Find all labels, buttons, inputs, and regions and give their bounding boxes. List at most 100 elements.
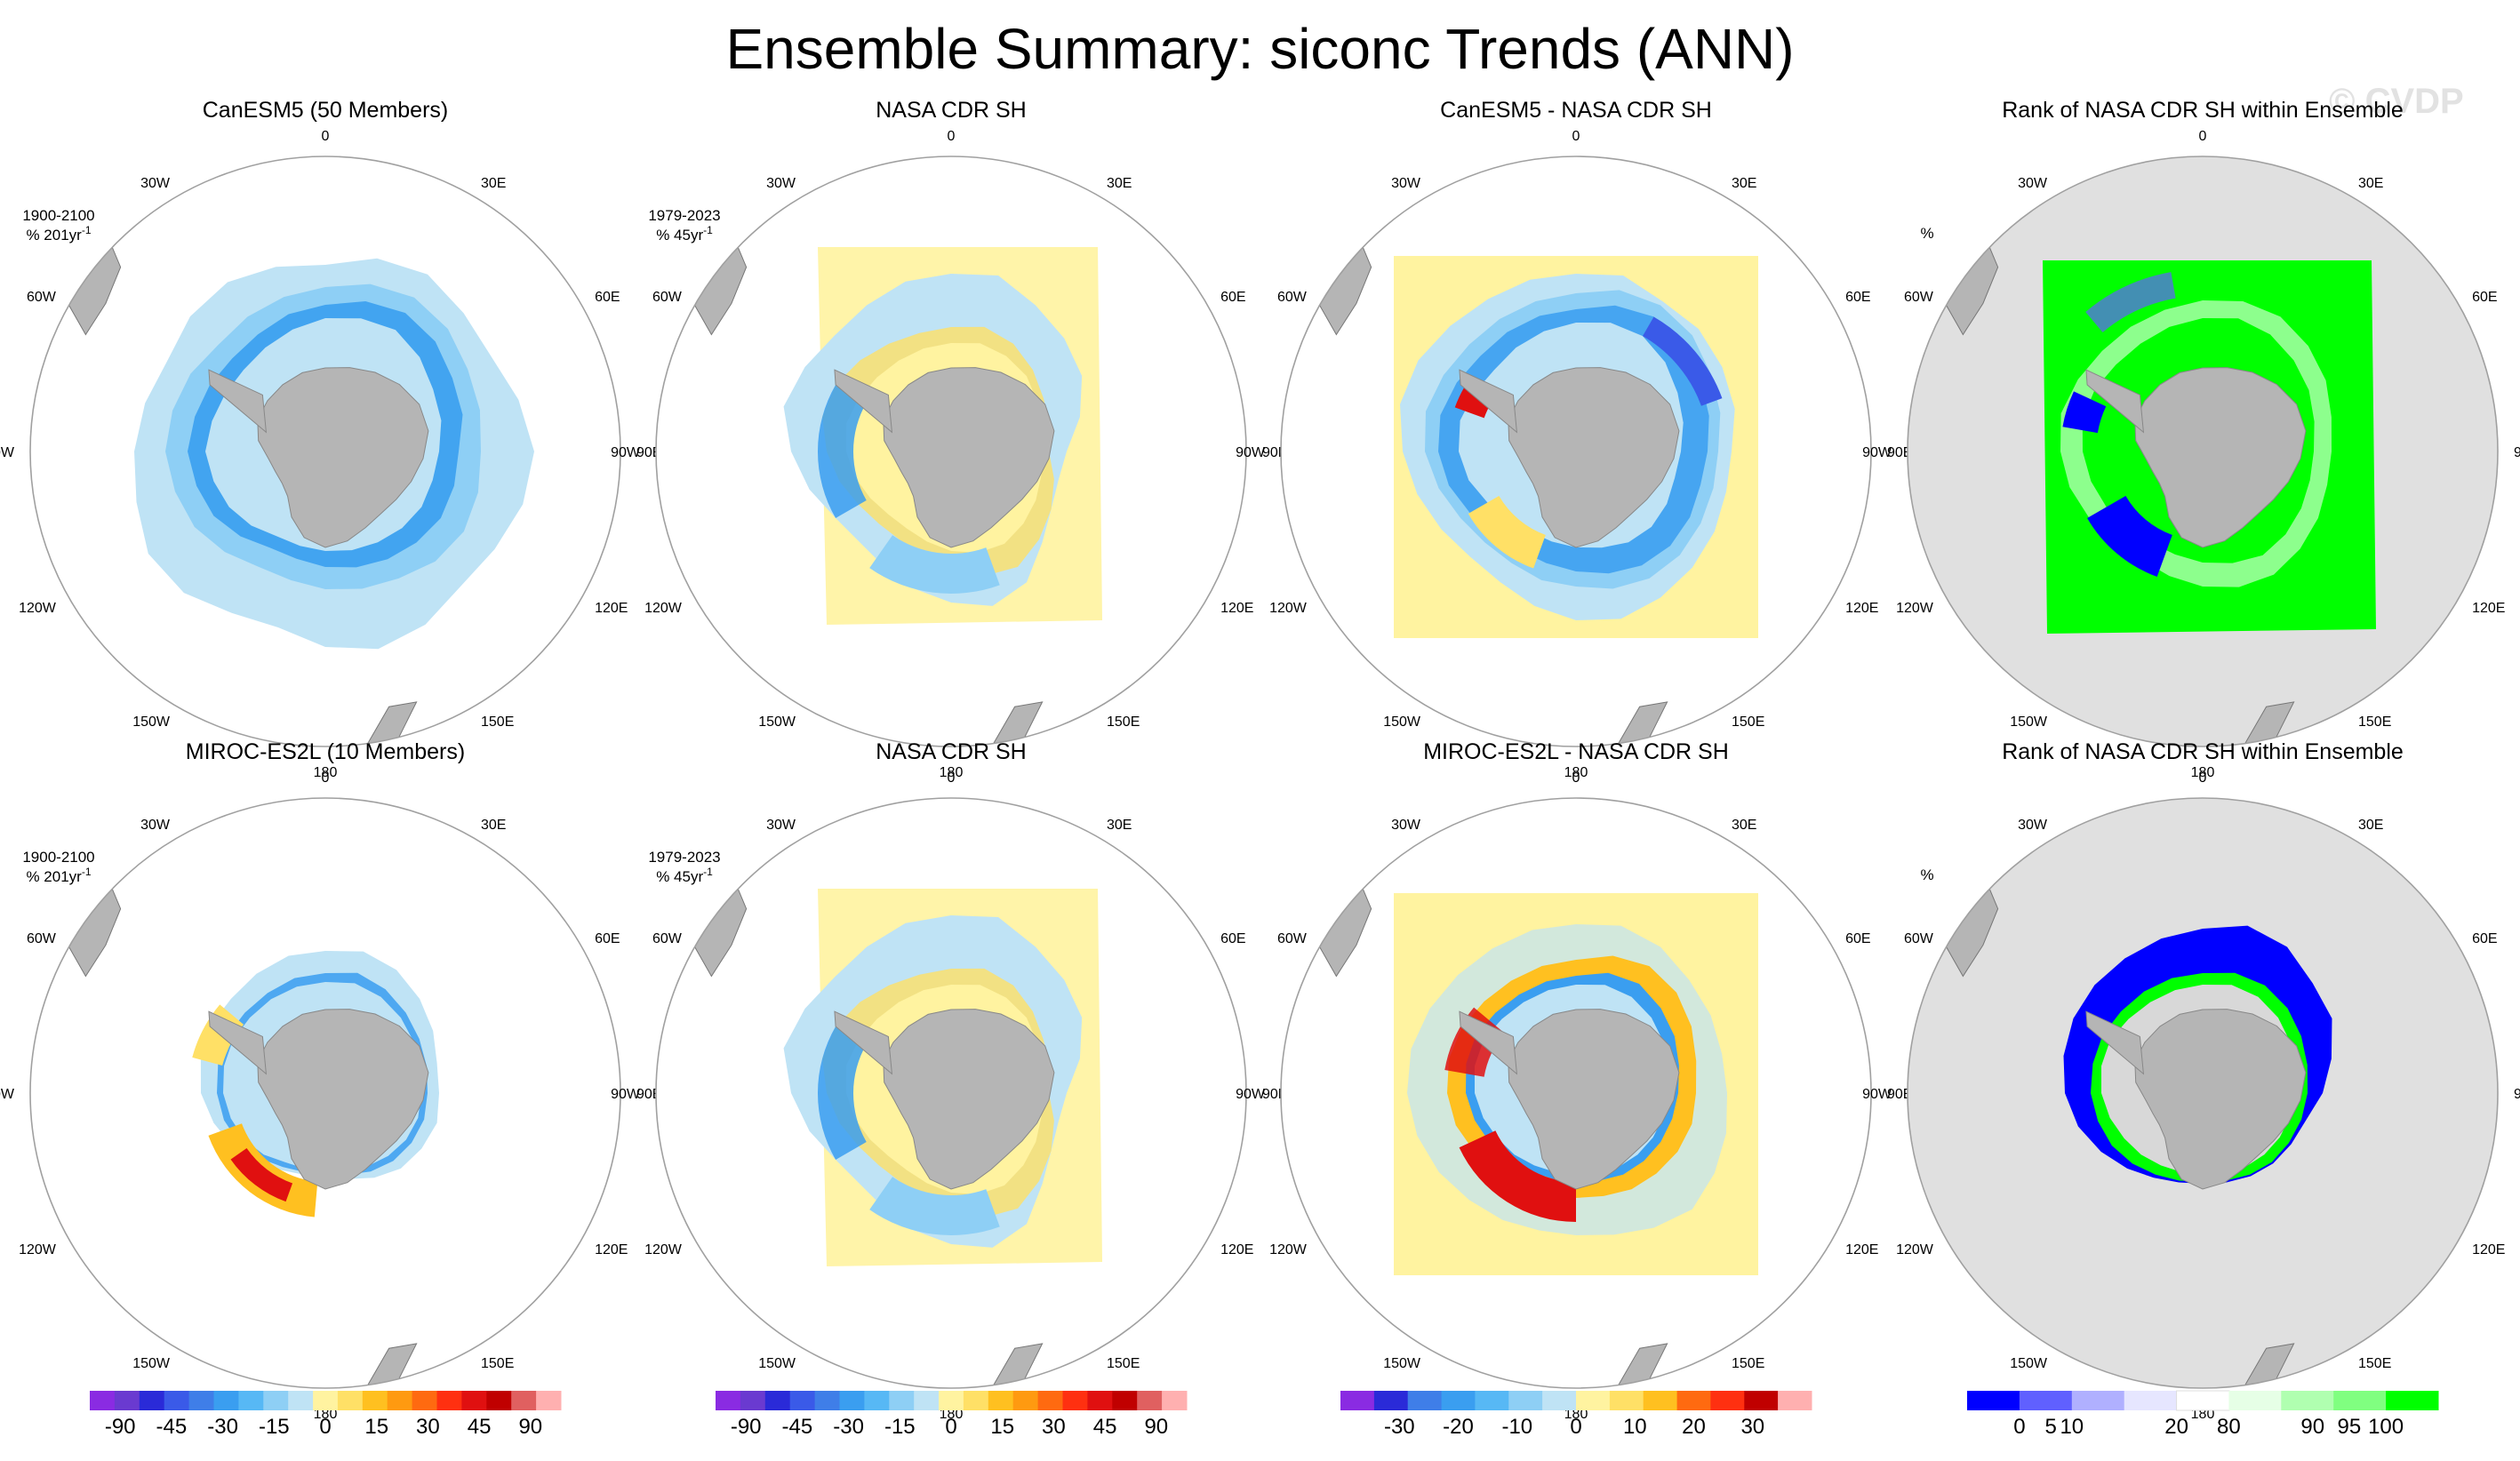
- field-layer: [1944, 885, 2332, 1388]
- map-panel-r2-c1: 030E60E90E120E150E180150W120W90W60W30WMI…: [0, 739, 661, 1422]
- colorbar-label: 30: [1042, 1415, 1066, 1439]
- units-superscript: -1: [82, 224, 92, 236]
- colorbar-label: -45: [782, 1415, 813, 1439]
- lon-label-180: 180: [940, 765, 964, 780]
- lon-label-90E: 90E: [1887, 1087, 1912, 1102]
- lon-label-150W: 150W: [132, 1356, 171, 1371]
- colorbar-swatch: [2386, 1391, 2439, 1410]
- colorbar-swatch: [164, 1391, 190, 1410]
- colorbar-swatch: [1967, 1391, 2020, 1410]
- colorbar-swatch: [1508, 1391, 1543, 1410]
- colorbar-swatch: [114, 1391, 140, 1410]
- lon-label-180: 180: [1564, 765, 1588, 780]
- cvdp-watermark: © CVDP: [2329, 82, 2464, 121]
- colorbar-label: 0: [319, 1415, 331, 1439]
- colorbar-label: -15: [884, 1415, 916, 1439]
- colorbar-swatch: [263, 1391, 289, 1410]
- units-text: % 201yr: [26, 868, 82, 885]
- colorbar-swatch: [864, 1391, 890, 1410]
- antarctic-peninsula: [1459, 369, 1518, 434]
- colorbar-swatch: [2176, 1390, 2230, 1411]
- figure-title: Ensemble Summary: siconc Trends (ANN): [725, 17, 1795, 81]
- lon-label-120W: 120W: [644, 601, 683, 616]
- lon-label-120W: 120W: [1269, 601, 1308, 616]
- antarctic-peninsula: [208, 369, 268, 434]
- antarctic-peninsula: [2085, 1010, 2145, 1075]
- lon-label-150E: 150E: [2358, 1356, 2391, 1371]
- lon-label-120E: 120E: [1220, 1242, 1253, 1257]
- colorbar-swatch: [1137, 1391, 1163, 1410]
- units-superscript: -1: [82, 866, 92, 878]
- lon-label-150W: 150W: [2010, 715, 2048, 730]
- colorbar-swatch: [1676, 1391, 1711, 1410]
- lon-label-30E: 30E: [1732, 176, 1756, 191]
- colorbar-swatch: [2228, 1391, 2282, 1410]
- colorbar-swatch: [213, 1391, 239, 1410]
- lon-label-60W: 60W: [652, 290, 683, 305]
- map-boundary-circle: [655, 156, 1247, 747]
- colorbar-swatch: [963, 1391, 989, 1410]
- colorbar-swatch: [1609, 1391, 1644, 1410]
- lon-label-120W: 120W: [1896, 1242, 1934, 1257]
- colorbar-label: 0: [945, 1415, 956, 1439]
- lon-label-0: 0: [322, 770, 330, 786]
- colorbar-swatch: [1062, 1391, 1088, 1410]
- lon-label-30E: 30E: [481, 818, 506, 833]
- colorbar-swatch: [1576, 1391, 1611, 1410]
- colorbar-swatch: [2124, 1391, 2178, 1410]
- colorbar-label: -90: [731, 1415, 762, 1439]
- lon-label-60E: 60E: [1220, 931, 1245, 946]
- colorbar-swatch: [764, 1391, 791, 1410]
- units-label: % 201yr-1: [26, 224, 91, 244]
- colorbar-label: 30: [1740, 1415, 1764, 1439]
- units-superscript: -1: [703, 224, 713, 236]
- units-text: % 45yr: [656, 868, 703, 885]
- map-panel-r1-c2: 030E60E90E120E150E180150W120W90W60W30WNA…: [611, 98, 1287, 780]
- map-boundary-circle: [1907, 156, 2499, 747]
- colorbar-swatch: [139, 1391, 165, 1410]
- colorbar-swatch: [1744, 1391, 1779, 1410]
- field-layer: [67, 244, 534, 746]
- colorbar-label: 100: [2368, 1415, 2404, 1439]
- map-boundary-circle: [29, 797, 621, 1389]
- lon-label-120E: 120E: [595, 1242, 628, 1257]
- lon-label-90W: 90W: [1236, 1087, 1266, 1102]
- colorbar-swatch: [313, 1391, 339, 1410]
- colorbar-swatch: [2281, 1391, 2334, 1410]
- colorbar-label: 5: [2045, 1415, 2057, 1439]
- antarctic-peninsula: [1459, 1010, 1518, 1075]
- lon-label-0: 0: [1572, 129, 1580, 144]
- lon-label-0: 0: [2199, 129, 2207, 144]
- lon-label-150W: 150W: [1383, 1356, 1421, 1371]
- lon-label-150W: 150W: [758, 1356, 796, 1371]
- colorbar-swatch: [412, 1391, 437, 1410]
- colorbar-swatch: [2333, 1391, 2387, 1410]
- lon-label-120E: 120E: [1220, 601, 1253, 616]
- lon-label-150E: 150E: [2358, 715, 2391, 730]
- map-panel-r2-c3: 0 30E 60E 90E 120E 150E 180 150W 120W 90W 60W 30W MI…: [1236, 739, 1912, 1422]
- colorbar-label: 45: [1093, 1415, 1117, 1439]
- field-layer: [692, 885, 1102, 1388]
- map-panel-r2-c4: 0 30E 60E 90E 120E 150E 180 150W 120W 90W 60W 30W Ra…: [1862, 739, 2520, 1422]
- colorbar-label: 20: [1682, 1415, 1706, 1439]
- colorbar-2: -90 -45 -30 -15 0 15 30 45 90: [716, 1391, 1188, 1439]
- colorbar-swatch: [939, 1391, 964, 1410]
- map-boundary-circle: [1280, 156, 1872, 747]
- colorbar-swatch: [740, 1391, 766, 1410]
- lon-label-30E: 30E: [1732, 818, 1756, 833]
- lon-label-120E: 120E: [1845, 1242, 1878, 1257]
- lon-label-60W: 60W: [27, 290, 57, 305]
- colorbar-swatch: [1643, 1391, 1678, 1410]
- colorbar-3: -30 -20 -10 0 10 20 30: [1340, 1391, 1812, 1439]
- colorbar-label: -10: [1501, 1415, 1532, 1439]
- field-layer: [1944, 244, 2376, 746]
- lon-label-60E: 60E: [2472, 931, 2497, 946]
- lon-label-30W: 30W: [2018, 818, 2048, 833]
- lon-label-120W: 120W: [1896, 601, 1934, 616]
- colorbar-swatch: [461, 1391, 487, 1410]
- lon-label-0: 0: [2199, 770, 2207, 786]
- field-layer: [1317, 244, 1758, 746]
- lon-label-30W: 30W: [140, 818, 171, 833]
- colorbar-label: 30: [416, 1415, 440, 1439]
- panel-title: MIROC-ES2L (10 Members): [186, 739, 465, 764]
